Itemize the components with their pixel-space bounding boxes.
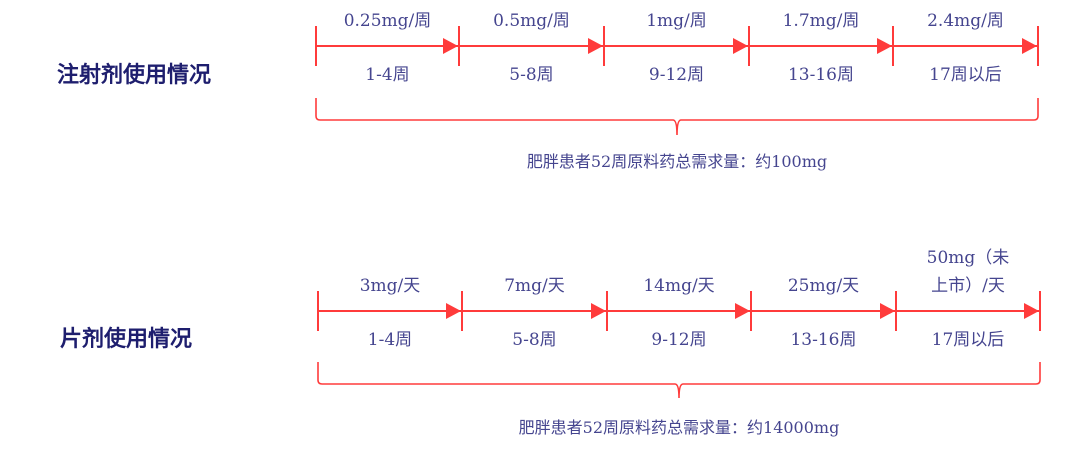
period-label: 13-16周 xyxy=(790,330,856,350)
total-demand-summary: 肥胖患者52周原料药总需求量：约100mg xyxy=(527,152,827,171)
dose-label: 上市）/天 xyxy=(931,276,1005,296)
dose-label: 1.7mg/周 xyxy=(783,11,860,31)
dose-label: 0.5mg/周 xyxy=(493,11,570,31)
section-title: 片剂使用情况 xyxy=(60,326,192,352)
period-label: 5-8周 xyxy=(512,330,556,350)
period-label: 5-8周 xyxy=(509,65,553,85)
dose-label: 2.4mg/周 xyxy=(927,11,1004,31)
total-demand-summary: 肥胖患者52周原料药总需求量：约14000mg xyxy=(519,418,840,437)
arrow-head xyxy=(588,38,603,54)
dose-label: 3mg/天 xyxy=(360,276,421,296)
period-label: 9-12周 xyxy=(651,330,706,350)
period-label: 13-16周 xyxy=(788,65,854,85)
arrow-head xyxy=(1022,38,1037,54)
timeline-section: 注射剂使用情况 0.25mg/周 1-4周 0.5mg/周 5-8周 1mg/周 9-12周… xyxy=(57,11,1039,171)
arrow-head xyxy=(446,303,461,319)
timeline-section: 片剂使用情况 3mg/天 1-4周 7mg/天 5-8周 14mg/天 9-12周 25mg/… xyxy=(60,248,1041,437)
arrow-head xyxy=(1024,303,1039,319)
arrow-head xyxy=(880,303,895,319)
period-label: 1-4周 xyxy=(365,65,409,85)
section-title: 注射剂使用情况 xyxy=(57,62,211,88)
bracket xyxy=(317,362,1041,399)
dose-label: 14mg/天 xyxy=(643,276,714,296)
bracket xyxy=(315,98,1039,136)
period-label: 9-12周 xyxy=(649,65,704,85)
dose-label: 1mg/周 xyxy=(646,11,707,31)
period-label: 17周以后 xyxy=(932,330,1005,350)
arrow-head xyxy=(591,303,606,319)
arrow-head xyxy=(733,38,748,54)
arrow-head xyxy=(877,38,892,54)
dose-label: 7mg/天 xyxy=(504,276,565,296)
period-label: 1-4周 xyxy=(368,330,412,350)
arrow-head xyxy=(443,38,458,54)
arrow-head xyxy=(735,303,750,319)
period-label: 17周以后 xyxy=(929,65,1002,85)
dose-label: 25mg/天 xyxy=(788,276,859,296)
dose-label: 50mg（未 xyxy=(927,248,1010,268)
dose-label: 0.25mg/周 xyxy=(344,11,432,31)
